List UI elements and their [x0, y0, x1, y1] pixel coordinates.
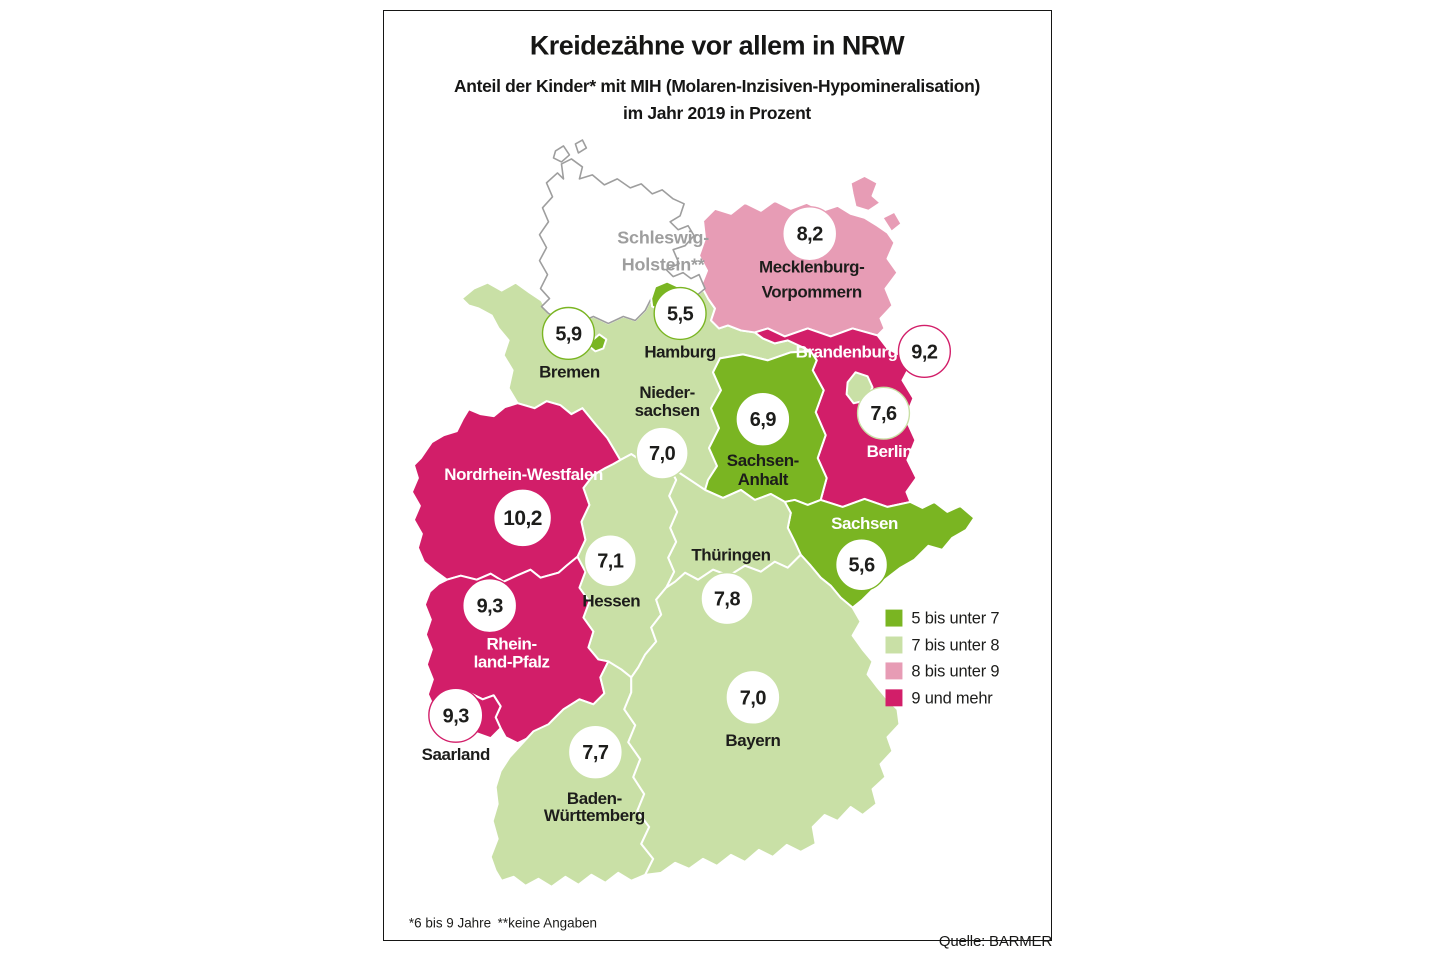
baden-wuerttemberg-value-circle	[567, 724, 623, 780]
mecklenburg-vorpommern-label-line2: Vorpommern	[762, 283, 862, 302]
source-credit: Quelle: BARMER	[938, 933, 1052, 950]
ruegen-island-shape	[849, 174, 882, 212]
niedersachsen-value-circle	[635, 426, 689, 480]
page-subtitle-line1: Anteil der Kinder* mit MIH (Molaren-Inzi…	[454, 76, 980, 96]
schleswig-holstein-island1-shape	[552, 145, 571, 163]
brandenburg-label: Brandenburg	[796, 342, 898, 361]
berlin-value: 7,6	[870, 403, 897, 425]
brandenburg-value-circle	[897, 324, 951, 378]
germany-choropleth-map: Kreidezähne vor allem in NRW Anteil der …	[409, 30, 1000, 931]
rheinland-pfalz-label-line1: Rhein-	[486, 634, 536, 653]
sachsen-anhalt-value: 6,9	[750, 409, 777, 431]
saarland-value-circle	[428, 687, 484, 743]
usedom-island-shape	[881, 210, 903, 233]
page-title: Kreidezähne vor allem in NRW	[530, 30, 905, 60]
footnote-age: *6 bis 9 Jahre	[409, 916, 491, 931]
niedersachsen-label-line2: sachsen	[635, 401, 700, 420]
sachsen-anhalt-value-circle	[735, 391, 791, 447]
thueringen-value-circle	[700, 572, 754, 626]
legend: 5 bis unter 7 7 bis unter 8 8 bis unter …	[885, 609, 1000, 707]
sachsen-label: Sachsen	[831, 514, 898, 533]
brandenburg-value: 9,2	[911, 341, 938, 363]
nordrhein-westfalen-value-circle	[492, 488, 553, 548]
legend-label-5-7: 5 bis unter 7	[911, 610, 999, 628]
rheinland-pfalz-value: 9,3	[477, 596, 504, 618]
schleswig-holstein-label-line2: Holstein**	[622, 255, 705, 275]
hessen-value: 7,1	[597, 551, 624, 573]
page-subtitle-line2: im Jahr 2019 in Prozent	[623, 103, 811, 123]
mecklenburg-vorpommern-label-line1: Mecklenburg-	[759, 258, 864, 277]
saarland-label: Saarland	[422, 745, 490, 764]
hessen-value-circle	[583, 534, 637, 588]
state-mecklenburg-vorpommern-shape	[698, 199, 899, 338]
legend-swatch-8-9	[885, 662, 903, 680]
baden-wuerttemberg-value: 7,7	[582, 742, 609, 764]
legend-label-9-plus: 9 und mehr	[911, 689, 993, 707]
saarland-value: 9,3	[443, 705, 470, 727]
niedersachsen-label-line1: Nieder-	[639, 383, 695, 402]
sachsen-anhalt-label-line1: Sachsen-	[727, 451, 799, 470]
thueringen-value: 7,8	[714, 589, 741, 611]
footnote-no-data: **keine Angaben	[498, 916, 597, 931]
thueringen-label: Thüringen	[691, 546, 770, 565]
hamburg-value-circle	[653, 286, 707, 341]
legend-swatch-5-7	[885, 609, 903, 627]
berlin-label: Berlin	[867, 442, 913, 461]
hamburg-label: Hamburg	[644, 342, 716, 361]
baden-wuerttemberg-label-line2: Württemberg	[544, 806, 645, 825]
legend-label-7-8: 7 bis unter 8	[911, 636, 999, 654]
rheinland-pfalz-label-line2: land-Pfalz	[474, 652, 550, 671]
niedersachsen-value: 7,0	[649, 443, 676, 465]
baden-wuerttemberg-label-line1: Baden-	[567, 789, 622, 808]
schleswig-holstein-label-line1: Schleswig-	[617, 228, 709, 248]
legend-label-8-9: 8 bis unter 9	[911, 662, 999, 680]
sachsen-value-circle	[834, 538, 889, 592]
sachsen-anhalt-label-line2: Anhalt	[738, 470, 789, 489]
nordrhein-westfalen-label: Nordrhein-Westfalen	[444, 465, 603, 484]
mecklenburg-vorpommern-value-circle	[782, 206, 838, 262]
schleswig-holstein-island2-shape	[574, 139, 588, 154]
infographic-frame: Kreidezähne vor allem in NRW Anteil der …	[383, 10, 1052, 941]
sachsen-value: 5,6	[848, 555, 875, 577]
hamburg-value: 5,5	[667, 303, 694, 325]
bremen-label: Bremen	[539, 362, 600, 381]
bremen-value: 5,9	[555, 323, 582, 345]
hessen-label: Hessen	[582, 592, 640, 611]
rheinland-pfalz-value-circle	[462, 577, 518, 634]
legend-swatch-9-plus	[885, 689, 903, 707]
mecklenburg-vorpommern-value: 8,2	[797, 224, 824, 246]
bayern-value-circle	[725, 669, 781, 725]
berlin-value-circle	[856, 386, 911, 440]
bremen-value-circle	[541, 306, 596, 361]
bayern-label: Bayern	[725, 731, 780, 750]
legend-swatch-7-8	[885, 636, 903, 654]
bayern-value: 7,0	[740, 687, 767, 709]
nordrhein-westfalen-value: 10,2	[503, 507, 542, 530]
